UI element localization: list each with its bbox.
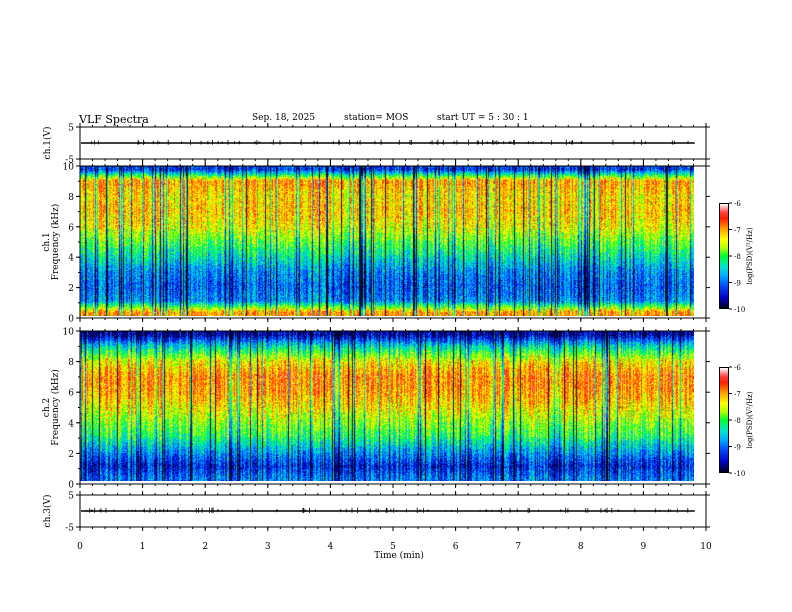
x-tick-label: 9 [641,542,647,552]
x-tick-label: 1 [140,542,146,552]
y-axis-label-line1-ch1-spectrogram: ch.1 [42,232,52,251]
y-tick-label-ch1-waveform: 5 [68,124,74,134]
waveform-spikes-ch1-waveform [91,139,689,146]
y-tick-label-ch2-spectrogram: 4 [68,419,74,429]
colorbar-tick-label-ch1-spectrogram: -8 [734,253,741,261]
ch2-spectrogram-image [80,331,694,481]
y-tick-label-ch1-spectrogram: 6 [68,223,74,233]
colorbar-tick-label-ch2-spectrogram: -6 [734,364,741,372]
colorbar-tick-label-ch1-spectrogram: -10 [734,306,745,314]
station-label: station= MOS [344,113,409,123]
y-tick-label-ch2-spectrogram: 6 [68,389,74,399]
y-tick-label-ch2-spectrogram: 10 [63,328,75,338]
y-tick-label-ch2-spectrogram: 2 [68,450,74,460]
x-tick-label: 8 [578,542,584,552]
y-tick-label-ch3-waveform: 5 [68,492,74,502]
colorbar-tick-label-ch2-spectrogram: -10 [734,470,745,478]
colorbar-tick-label-ch1-spectrogram: -9 [734,280,741,288]
x-tick-label: 7 [515,542,521,552]
y-axis-label-line2-ch1-spectrogram: Frequency (kHz) [50,204,61,281]
x-tick-label: 2 [202,542,208,552]
colorbar-tick-label-ch2-spectrogram: -8 [734,417,741,425]
ch1-spectrogram-image [80,166,694,316]
date-label: Sep. 18, 2025 [252,113,316,123]
x-tick-label: 5 [390,542,396,552]
colorbar-tick-label-ch1-spectrogram: -7 [734,227,741,235]
ch1-colorbar [719,203,729,309]
x-tick-label: 3 [265,542,271,552]
colorbar-tick-label-ch2-spectrogram: -7 [734,391,741,399]
y-tick-label-ch1-spectrogram: 2 [68,284,74,294]
colorbar-label-ch2-spectrogram: log(PSD)(V²/Hz) [746,391,754,448]
panel-frame-ch1-spectrogram [79,165,707,319]
y-axis-label-ch3-waveform: ch.3(V) [42,495,53,528]
colorbar-label-ch1-spectrogram: log(PSD)(V²/Hz) [746,227,754,284]
ch2-colorbar [719,367,729,473]
x-axis-label: Time (min) [374,550,424,561]
x-tick-label: 6 [453,542,459,552]
colorbar-tick-label-ch2-spectrogram: -9 [734,444,741,452]
y-tick-label-ch3-waveform: -5 [65,524,74,534]
start-time-label: start UT = 5 : 30 : 1 [437,113,529,123]
y-tick-label-ch1-spectrogram: 10 [63,163,75,173]
y-tick-label-ch2-spectrogram: 0 [68,481,74,491]
panel-frame-ch2-spectrogram [79,330,707,485]
y-tick-label-ch1-spectrogram: 8 [68,193,74,203]
x-tick-label: 4 [328,542,334,552]
y-tick-label-ch1-spectrogram: 0 [68,315,74,325]
x-tick-label: 10 [700,542,712,552]
y-axis-label-line1-ch2-spectrogram: ch.2 [42,398,52,417]
y-tick-label-ch2-spectrogram: 8 [68,358,74,368]
waveform-spikes-ch3-waveform [86,507,689,514]
y-axis-label-ch1-waveform: ch.1(V) [42,127,53,160]
y-axis-label-line2-ch2-spectrogram: Frequency (kHz) [50,369,61,446]
y-tick-label-ch1-waveform: -5 [65,156,74,166]
x-tick-label: 0 [77,542,83,552]
colorbar-tick-label-ch1-spectrogram: -6 [734,200,741,208]
y-tick-label-ch1-spectrogram: 4 [68,254,74,264]
figure-title: VLF Spectra [79,113,149,126]
